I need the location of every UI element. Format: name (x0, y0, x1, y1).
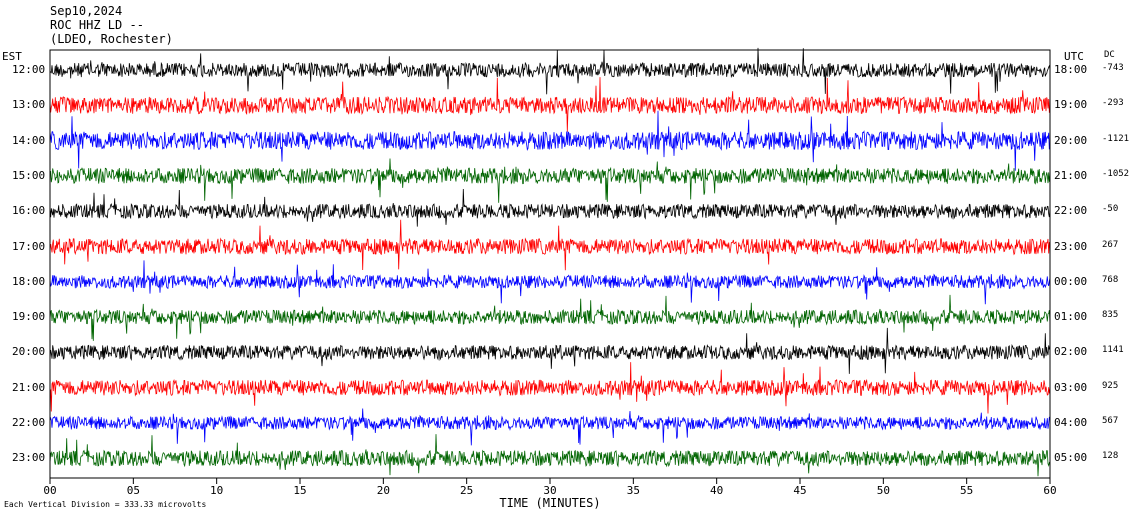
est-label-1: 13:00 (12, 98, 46, 112)
dc-title: DC (1104, 50, 1115, 60)
utc-label-2: 20:00 (1054, 133, 1088, 147)
est-label-9: 21:00 (12, 380, 46, 394)
utc-label-10: 04:00 (1054, 416, 1088, 429)
utc-label-1: 19:00 (1054, 98, 1088, 112)
utc-label-8: 02:00 (1054, 345, 1088, 359)
trace-row-1300 (49, 77, 1051, 132)
left-axis-title: EST (2, 50, 22, 63)
trace-row-2000 (49, 327, 1051, 374)
utc-label-11: 05:00 (1054, 451, 1088, 465)
est-label-6: 18:00 (12, 274, 46, 288)
est-label-8: 20:00 (12, 345, 46, 359)
x-tick-label-60: 60 (1043, 484, 1057, 497)
dc-label-9: 925 (1102, 380, 1119, 391)
trace-row-1700 (49, 219, 1051, 271)
dc-label-2: -1121 (1102, 133, 1130, 144)
x-tick-label-25: 25 (460, 484, 474, 497)
dc-label-3: -1052 (1102, 168, 1130, 179)
trace-row-2300 (49, 434, 1051, 477)
trace-row-1400 (49, 110, 1051, 171)
x-tick-label-30: 30 (543, 484, 557, 497)
trace-row-1600 (49, 188, 1051, 227)
dc-label-4: -50 (1102, 204, 1119, 215)
utc-label-4: 22:00 (1054, 204, 1088, 218)
dc-label-10: 567 (1102, 416, 1119, 426)
x-axis-title: TIME (MINUTES) (499, 496, 601, 510)
x-tick-label-10: 10 (210, 484, 224, 497)
trace-row-1800 (49, 260, 1051, 305)
dc-label-5: 267 (1102, 239, 1119, 250)
trace-row-2200 (49, 408, 1051, 446)
est-label-10: 22:00 (12, 416, 46, 429)
header-station: ROC HHZ LD -- (50, 18, 144, 32)
right-axis-title: UTC (1064, 50, 1084, 63)
x-tick-label-40: 40 (710, 484, 724, 497)
dc-label-11: 128 (1102, 451, 1119, 462)
scale-footer: Each Vertical Division = 333.33 microvol… (4, 500, 207, 509)
header-date: Sep10,2024 (50, 4, 123, 18)
x-tick-label-45: 45 (793, 484, 807, 497)
x-tick-label-55: 55 (960, 484, 974, 497)
est-label-4: 16:00 (12, 204, 46, 218)
x-tick-label-15: 15 (293, 484, 307, 497)
dc-label-0: -743 (1102, 63, 1124, 73)
utc-label-3: 21:00 (1054, 168, 1088, 182)
est-label-0: 12:00 (12, 63, 46, 76)
est-label-3: 15:00 (12, 168, 46, 182)
trace-row-1200 (49, 47, 1051, 95)
trace-row-1500 (49, 158, 1051, 203)
utc-label-7: 01:00 (1054, 310, 1088, 324)
x-tick-label-35: 35 (626, 484, 640, 497)
dc-label-6: 768 (1102, 274, 1119, 285)
est-label-2: 14:00 (12, 133, 46, 147)
plot-frame (49, 49, 1051, 479)
utc-label-5: 23:00 (1054, 239, 1088, 253)
header-network: (LDEO, Rochester) (50, 32, 173, 46)
trace-row-1900 (49, 294, 1051, 341)
x-tick-marks (49, 478, 1051, 484)
trace-row-2100 (49, 362, 1051, 414)
x-tick-label-50: 50 (876, 484, 890, 497)
trace-group (49, 47, 1051, 477)
dc-label-1: -293 (1102, 98, 1124, 109)
est-label-5: 17:00 (12, 239, 46, 253)
est-label-7: 19:00 (12, 310, 46, 324)
x-tick-label-00: 00 (43, 484, 57, 497)
utc-label-6: 00:00 (1054, 274, 1088, 288)
utc-label-0: 18:00 (1054, 63, 1088, 76)
dc-label-8: 1141 (1102, 345, 1124, 356)
x-tick-label-05: 05 (126, 484, 140, 497)
dc-label-7: 835 (1102, 310, 1119, 321)
utc-label-9: 03:00 (1054, 380, 1088, 394)
est-label-11: 23:00 (12, 451, 46, 465)
x-tick-label-20: 20 (376, 484, 390, 497)
